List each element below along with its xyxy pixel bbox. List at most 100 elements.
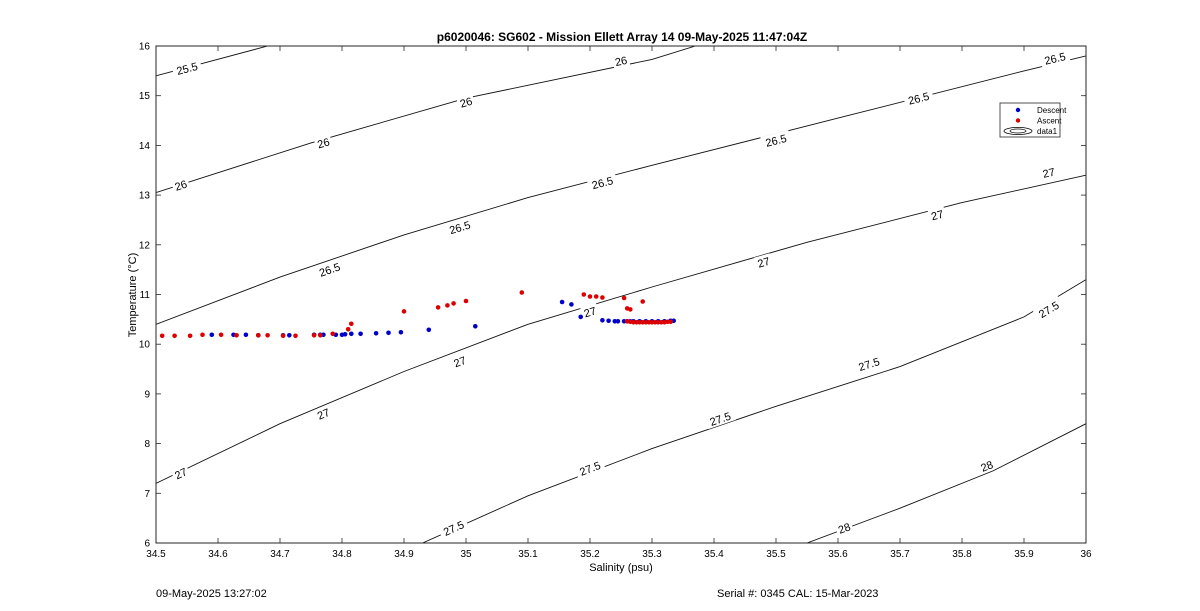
y-tick-label: 14	[139, 141, 151, 152]
svg-text:27: 27	[452, 355, 468, 371]
x-tick-label: 35.2	[580, 549, 600, 560]
contour-label: 27.5	[1032, 295, 1065, 322]
ascent-point	[349, 321, 354, 327]
x-tick-label: 35.5	[766, 549, 786, 560]
descent-point	[243, 332, 249, 338]
contour-label: 28	[976, 456, 997, 475]
y-tick-label: 9	[144, 389, 150, 400]
ascent-point	[311, 333, 317, 338]
svg-text:26.5: 26.5	[907, 91, 931, 108]
descent-point	[569, 302, 574, 307]
svg-text:27: 27	[583, 305, 598, 320]
svg-text:27: 27	[930, 209, 945, 224]
ascent-point	[255, 333, 261, 338]
ascent-point	[445, 303, 450, 308]
legend-label-data1: data1	[1037, 127, 1058, 136]
svg-text:26.5: 26.5	[448, 220, 472, 238]
svg-text:27: 27	[1042, 167, 1057, 181]
y-tick-label: 13	[139, 191, 151, 202]
ascent-point	[234, 333, 239, 338]
x-tick-label: 35.6	[828, 549, 848, 560]
descent-point	[578, 314, 583, 320]
ascent-point	[463, 298, 469, 304]
ascent-point	[265, 333, 270, 338]
svg-text:27.5: 27.5	[578, 460, 602, 479]
contour-line-28	[806, 423, 1086, 543]
contour-line-27.5	[422, 279, 1086, 543]
svg-text:27.5: 27.5	[442, 519, 466, 539]
ascent-point	[668, 319, 673, 325]
ascent-point	[621, 295, 627, 301]
svg-text:26.5: 26.5	[1043, 51, 1067, 68]
contour-label: 27	[580, 302, 600, 320]
ascent-point	[345, 327, 351, 332]
x-axis: 34.5 34.6 34.7 34.8 34.9 35 35.1 35.2 35.3 35.4 35…	[146, 46, 1092, 560]
ascent-point	[640, 299, 645, 304]
descent-point	[373, 331, 379, 336]
contour-label: 26.5	[902, 87, 935, 108]
descent-point	[606, 318, 611, 324]
descent-point	[209, 332, 215, 338]
contour-label: 26.5	[443, 216, 476, 238]
x-tick-label: 35.3	[642, 549, 662, 560]
svg-text:27.5: 27.5	[708, 411, 732, 429]
contour-line-26.5	[156, 55, 1086, 325]
svg-text:26: 26	[614, 55, 628, 69]
legend-marker-ascent	[1015, 118, 1021, 123]
svg-text:26: 26	[316, 136, 331, 151]
contour-label: 26	[456, 93, 476, 111]
y-axis-label: Temperature (°C)	[127, 253, 139, 337]
svg-text:28: 28	[837, 521, 853, 537]
contour-label: 28	[834, 518, 854, 537]
contour-label: 26.5	[760, 130, 792, 150]
contour-label: 27.5	[853, 353, 885, 375]
svg-text:26: 26	[173, 179, 188, 194]
svg-text:26.5: 26.5	[764, 133, 788, 150]
descent-point	[358, 331, 363, 337]
svg-text:26.5: 26.5	[318, 261, 342, 279]
contour-label: 25.5	[171, 57, 203, 78]
ascent-point	[200, 332, 205, 338]
chart-title: p6020046: SG602 - Mission Ellett Array 1…	[437, 30, 807, 44]
svg-text:28: 28	[979, 459, 995, 475]
ascent-point	[293, 333, 298, 339]
ascent-point	[587, 294, 593, 299]
y-tick-label: 7	[144, 489, 150, 500]
ascent-point	[218, 332, 224, 338]
x-tick-label: 35.9	[1014, 549, 1034, 560]
svg-text:27: 27	[316, 407, 332, 423]
contour-label: 27.5	[437, 515, 470, 540]
footer-serial-cal: Serial #: 0345 CAL: 15-Mar-2023	[717, 588, 879, 600]
contour-label: 27	[170, 463, 191, 482]
descent-point	[349, 331, 354, 337]
descent-point	[426, 327, 432, 333]
y-tick-label: 12	[139, 240, 151, 251]
contour-line-27	[156, 174, 1086, 484]
x-tick-label: 34.5	[146, 549, 166, 560]
descent-point	[287, 333, 292, 338]
svg-text:27: 27	[756, 256, 771, 271]
ascent-point	[159, 333, 165, 339]
descent-point	[615, 319, 621, 324]
svg-text:26: 26	[459, 96, 474, 111]
x-tick-label: 34.6	[208, 549, 228, 560]
contour-label: 27	[313, 404, 334, 423]
svg-text:26.5: 26.5	[591, 175, 615, 192]
ascent-point	[600, 295, 605, 300]
ascent-point	[330, 331, 336, 337]
ascent-point	[593, 294, 599, 299]
density-contours: 25.5 26 26 26 26 26.5 26.5 26.5 26.5 26.5 26.5 27 27…	[156, 46, 1086, 543]
svg-text:25.5: 25.5	[175, 61, 199, 78]
descent-point	[559, 299, 565, 305]
x-tick-label: 35.7	[890, 549, 910, 560]
y-tick-label: 10	[139, 340, 151, 351]
x-tick-label: 34.8	[332, 549, 352, 560]
y-axis: 6 7 8 9 10 11 12 13 14 15 16	[139, 42, 1086, 550]
legend-marker-data1	[1003, 127, 1033, 136]
legend-marker-descent	[1015, 107, 1021, 113]
descent-point	[386, 330, 391, 336]
x-tick-label: 35.1	[518, 549, 538, 560]
descent-point	[342, 332, 348, 337]
